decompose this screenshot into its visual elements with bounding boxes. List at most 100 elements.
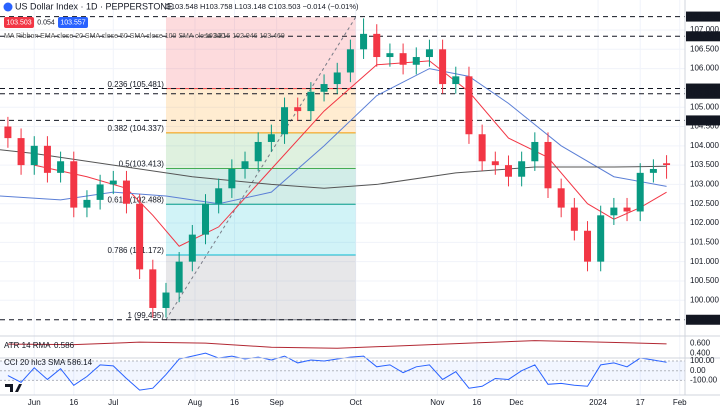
y-tick-label: 103.500 <box>690 160 719 169</box>
symbol[interactable]: US Dollar Index · 1D · PEPPERSTONE <box>15 1 173 11</box>
level-badge <box>686 11 720 22</box>
fib-zone <box>165 255 356 320</box>
atr-tick-label: 0.600 <box>690 338 711 347</box>
candle-body <box>254 141 262 162</box>
level-badge <box>686 83 720 94</box>
fib-label: 0.786 (101.172) <box>107 246 164 255</box>
ask-badge[interactable] <box>58 17 88 28</box>
spread: 0.054 <box>37 19 55 26</box>
level-label: 105.484 <box>689 84 718 93</box>
tv-logo <box>5 384 22 392</box>
cci-tick-label: 100.00 <box>690 356 715 365</box>
fib-zone <box>165 88 356 133</box>
y-tick-label: 100.500 <box>690 276 719 285</box>
level-badge <box>686 88 720 99</box>
candle-body <box>149 269 157 308</box>
candle-body <box>610 207 618 216</box>
ma-legend: MA Ribbon EMA close 20 SMA close 50 SMA … <box>4 33 225 40</box>
candle-body <box>544 141 552 189</box>
atr-tick-label: 0.400 <box>690 349 711 358</box>
candle-body <box>202 203 209 235</box>
cci-line <box>7 352 667 391</box>
x-tick-label: Oct <box>349 398 362 407</box>
candle-body <box>584 230 592 262</box>
candle-body <box>531 141 539 162</box>
fib-label: 0.382 (104.337) <box>107 124 164 133</box>
cci-legend: CCI 20 hlc3 SMA 5 <box>4 358 72 367</box>
candle-body <box>491 161 499 166</box>
fib-label: 0.618 (102.488) <box>107 195 164 204</box>
y-tick-label: 102.000 <box>690 218 719 227</box>
level-label: 107.348 <box>689 12 718 21</box>
atr-line <box>7 340 667 349</box>
bid-badge[interactable] <box>4 17 34 28</box>
candle-body <box>307 91 315 112</box>
x-tick-label: 2024 <box>589 398 607 407</box>
candle-body <box>636 172 644 212</box>
level-label: 104.658 <box>689 116 718 125</box>
candle-body <box>30 145 38 166</box>
candle-body <box>109 180 117 185</box>
candle-body <box>333 72 341 85</box>
y-tick-label: 105.000 <box>690 102 719 111</box>
fib-zone <box>165 17 356 89</box>
level-badge <box>686 115 720 126</box>
candle-body <box>162 292 170 308</box>
candle-body <box>57 161 65 173</box>
candle-body <box>465 76 473 135</box>
candle-body <box>373 33 381 58</box>
candle-body <box>96 184 104 200</box>
candle-body <box>83 199 91 208</box>
candle-body <box>241 161 249 169</box>
candle-body <box>518 161 526 177</box>
y-tick-label: 107.000 <box>690 25 719 34</box>
level-badge <box>686 314 720 325</box>
cci-tick-label: -100.00 <box>690 376 718 385</box>
candle-body <box>175 261 183 293</box>
candle-body <box>228 168 236 189</box>
plot-layer: 0.236 (105.481) 0.382 (104.337) 0.5(103.41… <box>0 0 685 395</box>
y-tick-label: 102.500 <box>690 199 719 208</box>
y-tick-label: 101.500 <box>690 237 719 246</box>
y-tick-label: 103.000 <box>690 180 719 189</box>
fib-zone <box>165 204 356 256</box>
fib-label: 1 (99.495) <box>128 311 165 320</box>
y-tick-label: 106.500 <box>690 44 719 53</box>
level-label: 106.837 <box>689 31 718 40</box>
x-tick-label: 16 <box>230 398 239 407</box>
y-tick-label: 104.500 <box>690 122 719 131</box>
candle-body <box>70 161 78 208</box>
candle-body <box>386 53 394 58</box>
atr-last: 0.586 <box>54 341 75 350</box>
level-label: 105.349 <box>689 89 718 98</box>
cci-tick-label: 0.00 <box>690 366 706 375</box>
candle-body <box>267 134 275 142</box>
candle-body <box>215 188 223 204</box>
ohlc: O103.548 H103.758 L103.148 C103.503 −0.0… <box>165 2 359 11</box>
y-tick-label: 104.000 <box>690 141 719 150</box>
x-tick-label: Jul <box>108 398 118 407</box>
fib-zone <box>165 168 356 205</box>
candle-body <box>425 49 433 58</box>
candle-body <box>597 215 605 262</box>
symbol-icon <box>3 2 13 12</box>
candle-body <box>4 126 12 139</box>
candle-body <box>504 165 512 177</box>
candle-body <box>663 163 671 166</box>
x-tick-label: Nov <box>430 398 444 407</box>
candle-body <box>360 33 368 50</box>
y-tick-label: 106.000 <box>690 64 719 73</box>
candle-body <box>346 49 354 73</box>
candle-body <box>623 207 631 212</box>
x-tick-label: 16 <box>69 398 78 407</box>
candle-body <box>439 49 447 85</box>
fib-label: 0.5(103.413) <box>119 160 165 169</box>
atr-legend: ATR 14 RMA <box>4 341 51 350</box>
candle-body <box>570 207 578 231</box>
x-tick-label: 16 <box>472 398 481 407</box>
fib-label: 0.236 (105.481) <box>107 80 164 89</box>
candle-body <box>122 180 130 204</box>
x-tick-label: Aug <box>188 398 202 407</box>
